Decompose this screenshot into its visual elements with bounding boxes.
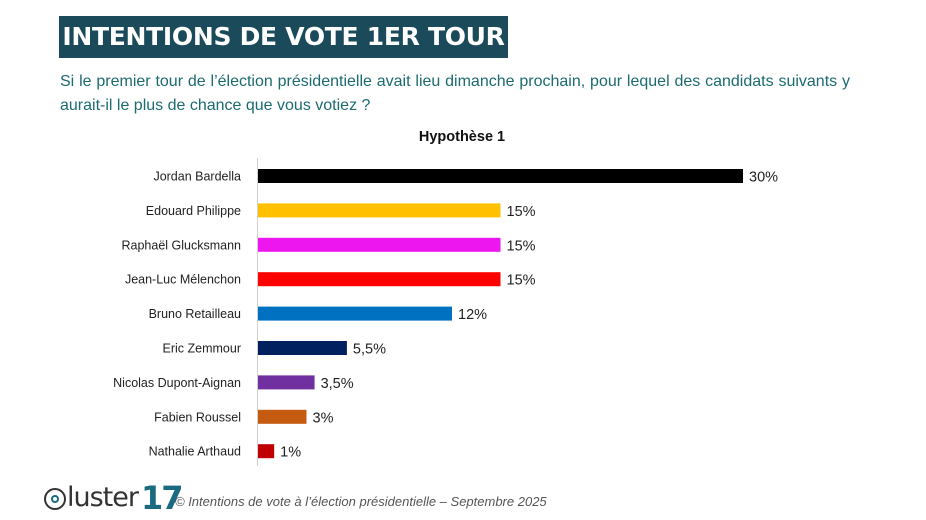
cluster17-logo: luster 17	[44, 478, 184, 517]
bar	[258, 444, 275, 459]
data-label: 1%	[280, 445, 301, 461]
data-label: 15%	[507, 238, 536, 254]
data-label: 12%	[458, 307, 487, 323]
bar	[258, 203, 501, 218]
data-label: 30%	[749, 170, 778, 186]
bar	[258, 341, 347, 355]
bar	[258, 409, 307, 424]
bar	[258, 375, 315, 390]
category-label: Bruno Retailleau	[149, 307, 241, 321]
data-label: 15%	[507, 204, 536, 220]
data-label: 15%	[507, 273, 536, 289]
category-label: Fabien Roussel	[154, 410, 241, 424]
category-label: Nicolas Dupont-Aignan	[113, 376, 241, 390]
bar	[258, 306, 452, 321]
bar	[258, 272, 501, 287]
source-note: © Intentions de vote à l’élection présid…	[175, 494, 547, 509]
category-label: Nathalie Arthaud	[149, 445, 241, 459]
data-label: 3%	[313, 410, 334, 426]
bar	[258, 237, 501, 252]
category-label: Edouard Philippe	[146, 204, 241, 218]
page-title: INTENTIONS DE VOTE 1ER TOUR	[59, 16, 508, 58]
category-label: Raphaël Glucksmann	[121, 238, 241, 252]
category-label: Jordan Bardella	[153, 170, 241, 184]
survey-question: Si le premier tour de l’élection préside…	[60, 73, 850, 114]
data-label: 3,5%	[321, 376, 354, 392]
category-label: Eric Zemmour	[163, 342, 241, 356]
logo-word: luster	[67, 482, 139, 513]
bar	[258, 169, 743, 183]
logo-c-icon	[44, 488, 66, 510]
category-label: Jean-Luc Mélenchon	[125, 273, 241, 287]
logo-number: 17	[140, 479, 184, 517]
chart-title: Hypothèse 1	[418, 129, 506, 145]
data-label: 5,5%	[353, 342, 386, 358]
